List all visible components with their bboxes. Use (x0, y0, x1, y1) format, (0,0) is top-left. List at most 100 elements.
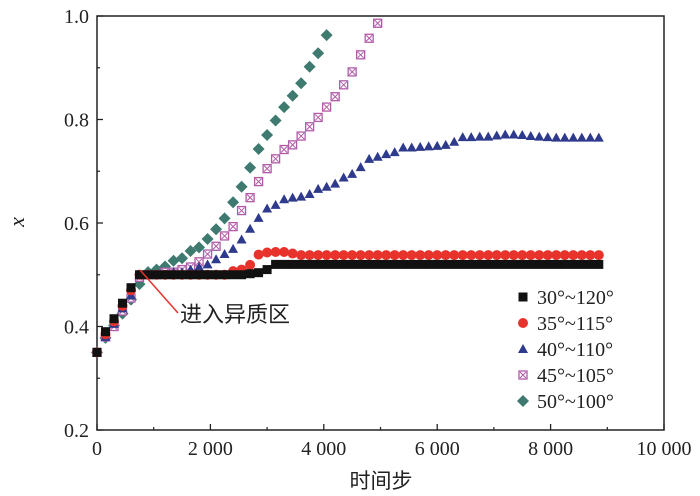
data-point (551, 250, 562, 261)
data-point (440, 250, 451, 261)
data-point (253, 176, 264, 187)
data-point (201, 233, 214, 246)
data-point (466, 132, 477, 142)
data-point (211, 241, 221, 251)
data-point (235, 180, 248, 193)
data-point (449, 250, 460, 261)
data-point (415, 141, 426, 151)
data-point (576, 132, 587, 142)
data-point (287, 140, 298, 150)
data-point (517, 250, 528, 261)
legend-label: 50°~100° (537, 391, 614, 413)
data-point (458, 259, 468, 269)
x-tick-label: 10 000 (637, 438, 692, 460)
data-point (423, 250, 434, 261)
legend-marker-triangle (518, 344, 528, 353)
data-point (279, 194, 290, 204)
data-point (356, 259, 366, 269)
data-point (517, 130, 528, 140)
x-tick-label: 6 000 (415, 438, 460, 460)
x-tick-label: 2 000 (188, 438, 233, 460)
data-point (440, 139, 451, 149)
data-point (313, 183, 324, 193)
data-point (160, 270, 170, 280)
legend-item: 35°~115° (518, 313, 613, 335)
data-point (508, 250, 519, 261)
data-point (483, 259, 493, 269)
data-point (262, 247, 273, 258)
data-point (261, 129, 274, 142)
data-point (135, 270, 145, 280)
annotation-line (139, 269, 179, 314)
data-point (525, 131, 536, 141)
data-point (92, 347, 102, 357)
data-point (517, 259, 527, 269)
data-point (320, 29, 333, 42)
data-point (262, 203, 273, 213)
data-point (202, 259, 213, 269)
data-point (236, 205, 247, 216)
data-point (534, 259, 544, 269)
data-point (542, 250, 553, 261)
data-point (406, 250, 417, 261)
legend: 30°~120° 35°~115° 40°~110° 45°~105° 50°~100° (517, 287, 614, 413)
y-tick-label: 0.8 (64, 110, 89, 132)
data-point (322, 259, 332, 269)
data-point (466, 259, 476, 269)
data-point (279, 259, 289, 269)
data-point (559, 132, 570, 142)
data-point (279, 246, 290, 257)
legend-marker-crossed-square (518, 370, 528, 380)
axis-ticks: 0 2 000 4 000 6 000 8 000 10 000 0.2 0.4 0.6 0.8 1… (64, 6, 692, 460)
data-point (228, 221, 238, 232)
data-point (244, 161, 257, 174)
data-point (109, 314, 119, 324)
data-point (491, 130, 502, 140)
data-point (303, 60, 316, 73)
data-point (551, 259, 561, 269)
data-point (287, 192, 298, 202)
legend-item: 50°~100° (517, 391, 614, 413)
data-point (585, 259, 595, 269)
data-point (252, 142, 265, 155)
data-point (305, 259, 315, 269)
data-point (287, 248, 298, 259)
data-point (534, 131, 545, 141)
data-point (594, 259, 604, 269)
data-point (500, 259, 510, 269)
data-point (245, 269, 255, 279)
data-point (143, 270, 153, 280)
data-point (313, 250, 324, 261)
data-point (398, 250, 409, 261)
data-point (559, 250, 570, 261)
data-point (356, 50, 366, 60)
data-point (373, 18, 383, 28)
data-point (432, 259, 442, 269)
data-point (228, 243, 239, 253)
data-point (576, 250, 587, 261)
data-point (449, 259, 459, 269)
data-point (389, 250, 400, 261)
data-point (500, 129, 511, 139)
data-point (560, 259, 570, 269)
data-point (542, 132, 553, 142)
data-point (372, 151, 383, 161)
data-point (210, 223, 223, 236)
data-point (321, 250, 332, 261)
data-point (457, 132, 468, 142)
data-point (271, 259, 281, 269)
data-point (407, 259, 417, 269)
data-point (278, 101, 291, 114)
data-point (245, 223, 256, 233)
data-point (321, 102, 332, 112)
data-point (577, 259, 587, 269)
data-point (313, 112, 323, 123)
data-point (347, 67, 357, 77)
data-point (372, 250, 383, 261)
legend-label: 45°~105° (537, 365, 614, 387)
data-point (279, 144, 289, 155)
data-point (373, 259, 383, 269)
data-point (415, 250, 426, 261)
data-point (220, 270, 230, 280)
